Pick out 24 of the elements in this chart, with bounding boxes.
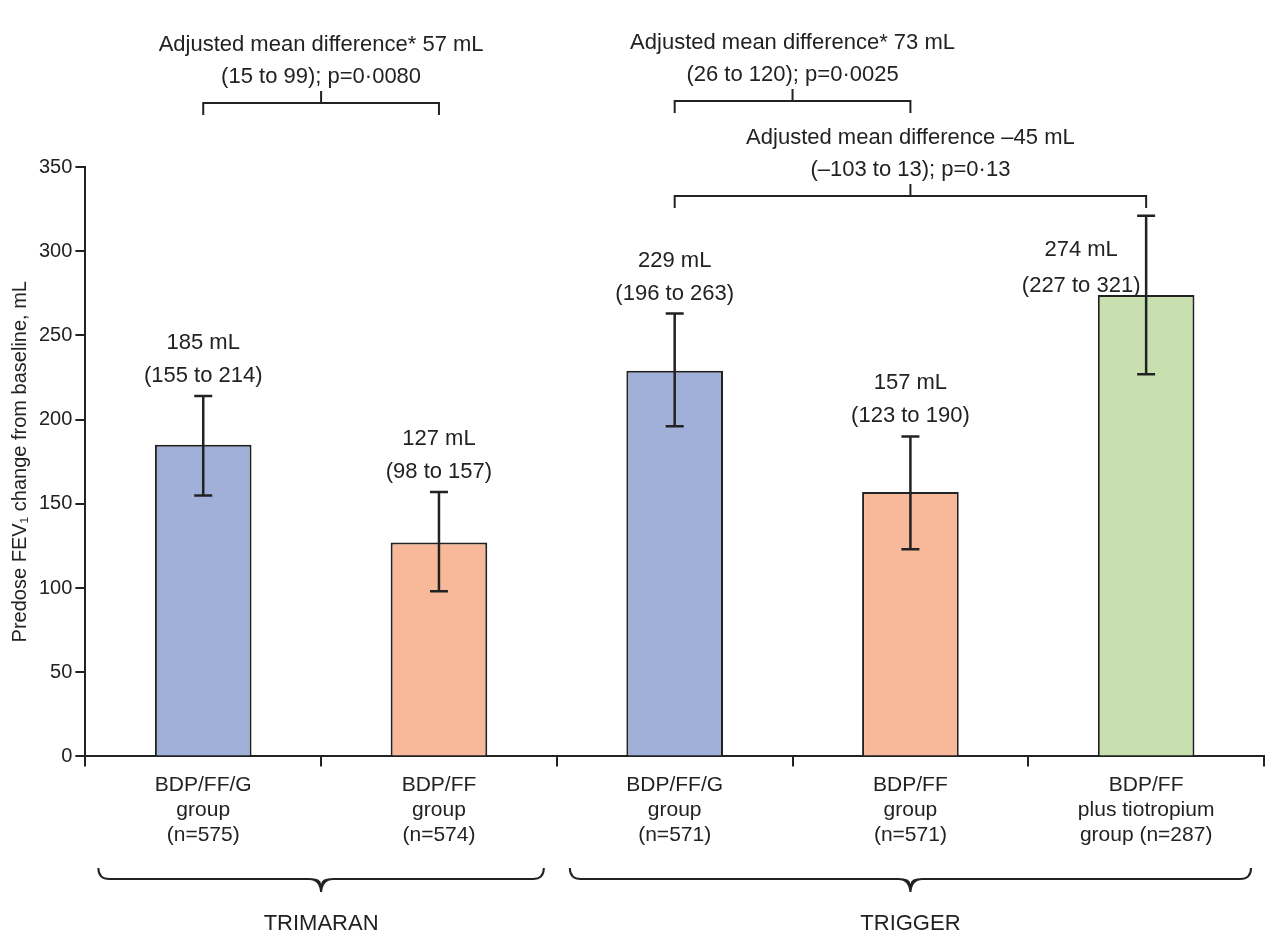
text: TRIMARAN: [263, 910, 379, 935]
data-label: 157 mL (123 to 190): [851, 369, 970, 428]
data-label: 127 mL (98 to 157): [385, 425, 493, 484]
y-tick-label: 200: [38, 407, 73, 430]
y-tick-label: 250: [38, 322, 73, 345]
x-tick-label: BDP/FF/G group (n=571): [626, 771, 724, 846]
y-tick-label: 300: [38, 238, 73, 261]
annotation: Adjusted mean difference –45 mL (–103 to 13); p=0·13: [746, 124, 1075, 181]
text: Adjusted mean difference* 57 mL (15 to 99); p=0·0080: [158, 31, 484, 88]
x-tick-label: BDP/FF group (n=574): [401, 771, 477, 846]
data-label: 274 mL (227 to 321): [1021, 235, 1141, 297]
y-tick-label: 50: [50, 659, 73, 682]
y-tick-label: 150: [38, 491, 73, 514]
text: TRIGGER: [860, 910, 961, 935]
y-tick-label: 0: [61, 743, 73, 766]
text: Adjusted mean difference* 73 mL (26 to 120); p=0·0025: [630, 29, 956, 86]
data-label: 229 mL (196 to 263): [615, 246, 734, 305]
data-label: 185 mL (155 to 214): [143, 329, 263, 388]
x-tick-label: BDP/FF/G group (n=575): [154, 771, 252, 846]
x-tick-label: BDP/FF plus tiotropium group (n=287): [1077, 771, 1215, 846]
y-axis-title: Predose FEV₁ change from baseline, mL: [7, 281, 30, 643]
y-tick-label: 100: [38, 575, 73, 598]
y-tick-label: 350: [38, 154, 73, 177]
x-tick-label: BDP/FF group (n=571): [873, 771, 948, 846]
